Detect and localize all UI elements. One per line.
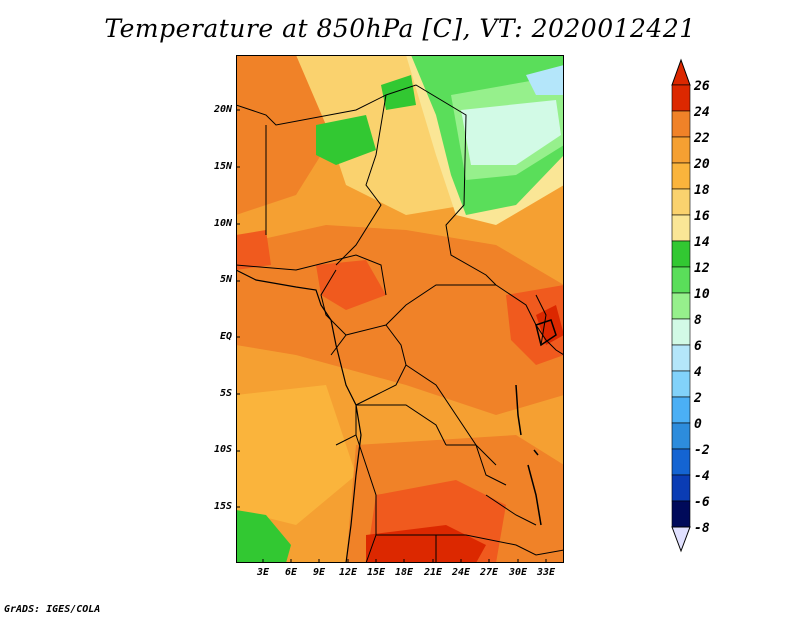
lat-tick-label: EQ xyxy=(219,331,232,342)
colorbar-swatch xyxy=(671,396,691,424)
lat-tick-label: 5S xyxy=(219,388,232,399)
colorbar-swatch xyxy=(671,318,691,346)
colorbar-swatch xyxy=(671,136,691,164)
lon-tick-label: 21E xyxy=(423,567,443,578)
colorbar-label: 0 xyxy=(694,417,702,432)
colorbar-swatch xyxy=(671,422,691,450)
southwest-light-region xyxy=(236,385,356,525)
colorbar-swatch xyxy=(671,162,691,190)
lon-tick-label: 9E xyxy=(312,567,326,578)
colorbar-swatch xyxy=(671,370,691,398)
lat-tick-label: 10N xyxy=(213,218,232,229)
colorbar-label: 20 xyxy=(694,157,710,172)
colorbar-swatch xyxy=(671,500,691,528)
lon-tick-label: 6E xyxy=(284,567,298,578)
colorbar-label: -4 xyxy=(694,469,710,484)
east-hot-region xyxy=(506,285,564,365)
lat-tick-label: 20N xyxy=(213,104,232,115)
colorbar-label: 6 xyxy=(694,339,702,354)
colorbar-swatch xyxy=(671,344,691,372)
lat-tick-label: 10S xyxy=(213,444,232,455)
colorbar-swatch xyxy=(671,448,691,476)
country-borders xyxy=(236,84,564,563)
lon-tick-label: 12E xyxy=(338,567,358,578)
colorbar-swatch xyxy=(671,188,691,216)
colorbar-label: 22 xyxy=(694,131,710,146)
colorbar-label: -6 xyxy=(694,495,710,510)
west-hot-patch xyxy=(236,230,271,270)
grads-credit: GrADS: IGES/COLA xyxy=(4,604,101,615)
northeast-cyan-region xyxy=(461,100,561,165)
colorbar-top-cap xyxy=(671,58,691,86)
colorbar-label: 24 xyxy=(694,105,710,120)
colorbar-bottom-cap xyxy=(671,526,691,553)
north-green-patch-2 xyxy=(381,75,416,110)
colorbar-label: 18 xyxy=(694,183,710,198)
colorbar xyxy=(671,58,691,553)
lon-tick-label: 18E xyxy=(394,567,414,578)
colorbar-label: 16 xyxy=(694,209,710,224)
lakes xyxy=(515,319,557,526)
colorbar-label: 12 xyxy=(694,261,710,276)
colorbar-swatch xyxy=(671,84,691,112)
lon-tick-label: 30E xyxy=(508,567,528,578)
central-hot-region xyxy=(316,260,386,310)
northeast-blue-patch xyxy=(526,65,564,95)
colorbar-label: 2 xyxy=(694,391,702,406)
lon-tick-label: 24E xyxy=(451,567,471,578)
colorbar-label: 10 xyxy=(694,287,710,302)
lon-tick-label: 33E xyxy=(536,567,556,578)
lon-tick-marks xyxy=(262,559,547,563)
colorbar-label: 26 xyxy=(694,79,710,94)
colorbar-swatch xyxy=(671,266,691,294)
north-green-patch xyxy=(316,115,376,165)
colorbar-label: -8 xyxy=(694,521,710,536)
coastline xyxy=(236,269,362,563)
colorbar-swatch xyxy=(671,292,691,320)
colorbar-label: 4 xyxy=(694,365,702,380)
colorbar-label: 14 xyxy=(694,235,710,250)
lon-tick-label: 15E xyxy=(366,567,386,578)
colorbar-label: -2 xyxy=(694,443,710,458)
lat-tick-label: 5N xyxy=(219,274,232,285)
lat-tick-label: 15N xyxy=(213,161,232,172)
colorbar-label: 8 xyxy=(694,313,702,328)
temperature-map xyxy=(236,55,564,563)
colorbar-swatch xyxy=(671,214,691,242)
colorbar-swatch xyxy=(671,240,691,268)
southwest-green-region xyxy=(236,510,291,563)
map-frame xyxy=(236,55,564,563)
lon-tick-label: 27E xyxy=(479,567,499,578)
lat-tick-marks xyxy=(236,109,240,508)
colorbar-swatch xyxy=(671,110,691,138)
lon-tick-label: 3E xyxy=(256,567,270,578)
chart-title: Temperature at 850hPa [C], VT: 202001242… xyxy=(104,14,696,43)
lat-tick-label: 15S xyxy=(213,501,232,512)
colorbar-swatch xyxy=(671,474,691,502)
